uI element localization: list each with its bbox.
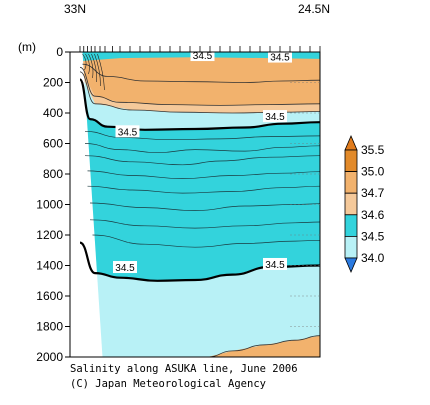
contour-line <box>82 53 87 71</box>
contour-plot: 34.5 34.5 34.5 34.5 34.5 34.5 <box>69 51 321 358</box>
colorbar-level-label: 34.7 <box>361 186 385 200</box>
contour-line <box>87 170 320 179</box>
contour-line <box>88 53 94 79</box>
depth-tick-label: 200 <box>43 76 63 90</box>
depth-axis: 0 200 400 600 800 1000 1200 1400 1600 1800 2000 <box>36 45 70 364</box>
colorbar-legend: 35.5 35.0 34.7 34.6 34.5 34.0 <box>344 134 385 274</box>
contour-line <box>94 53 101 87</box>
latitude-label-right: 24.5N <box>298 2 330 16</box>
depth-tick-label: 1000 <box>36 198 63 212</box>
depth-tick-label: 2000 <box>36 350 63 364</box>
contour-line <box>82 63 320 83</box>
deep-saline-patch <box>207 335 320 357</box>
contour-label-bg <box>263 110 287 123</box>
contour-label-bg <box>268 52 292 63</box>
contour-line <box>89 219 320 229</box>
colorbar-band <box>344 235 358 259</box>
chart-title: Salinity along ASUKA line, June 2006 <box>70 363 298 375</box>
band-34-7-to-35-0 <box>80 52 320 106</box>
depth-tick-label: 1800 <box>36 320 63 334</box>
credit-text: (C) Japan Meteorological Agency <box>70 378 266 390</box>
contour-label-bg <box>113 261 137 274</box>
contour-line <box>79 66 320 106</box>
contour-34-5-upper <box>78 78 320 131</box>
colorbar-level-label: 34.5 <box>361 229 385 243</box>
colorbar-level-label: 34.6 <box>361 208 385 222</box>
colorbar-top-tip <box>344 134 358 151</box>
contour-label-bg <box>190 52 215 62</box>
depth-tick-label: 1200 <box>36 228 63 242</box>
depth-tick-label: 800 <box>43 167 63 181</box>
colorbar-bottom-tip <box>344 257 358 274</box>
colorbar-band <box>344 171 358 194</box>
contour-line <box>207 335 320 357</box>
contour-label-bg <box>263 257 287 270</box>
colorbar-band <box>344 214 358 237</box>
contour-line <box>97 53 105 91</box>
colorbar-band <box>344 192 358 216</box>
colorbar-level-label: 35.5 <box>361 143 385 157</box>
depth-tick-label: 600 <box>43 137 63 151</box>
contour-label: 34.5 <box>265 112 285 123</box>
depth-tick-label: 1600 <box>36 289 63 303</box>
depth-tick-label: 1400 <box>36 259 63 273</box>
contour-line <box>89 202 320 211</box>
latitude-label-left: 33N <box>64 2 86 16</box>
no-data-region <box>70 52 103 357</box>
contour-line <box>85 53 90 75</box>
contour-label: 34.5 <box>193 51 213 62</box>
depth-unit-label: (m) <box>18 40 36 54</box>
contour-label-bg <box>115 125 140 138</box>
colorbar-level-label: 34.0 <box>361 251 385 265</box>
colorbar-level-label: 35.0 <box>361 165 385 179</box>
depth-tick-label: 0 <box>56 45 63 59</box>
contour-line <box>92 234 320 248</box>
station-axis <box>70 46 321 53</box>
colorbar-band <box>344 149 358 173</box>
contour-label: 34.5 <box>115 263 135 274</box>
contour-label: 34.5 <box>118 127 138 138</box>
contour-line <box>84 155 320 166</box>
contour-line <box>84 143 320 154</box>
depth-tick-label: 400 <box>43 106 63 120</box>
contour-label: 34.5 <box>270 53 290 64</box>
contour-line <box>91 53 97 83</box>
contour-line <box>87 185 320 194</box>
contour-label: 34.5 <box>265 260 285 271</box>
